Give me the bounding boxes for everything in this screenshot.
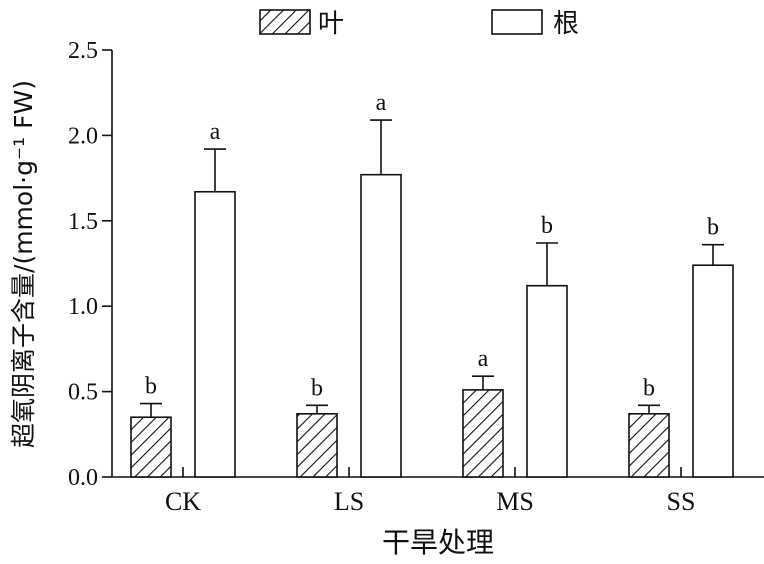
legend-label-root: 根: [553, 9, 579, 39]
significance-label: b: [707, 215, 719, 241]
x-tick-label: MS: [496, 487, 534, 516]
x-axis-label: 干旱处理: [382, 526, 494, 559]
y-tick-label: 0.5: [68, 380, 98, 406]
bar-leaf-ms: [462, 389, 504, 478]
y-tick-label: 0.0: [68, 465, 98, 491]
bar-root-ck: [194, 190, 236, 478]
significance-labels: b b a b a a b b: [145, 90, 719, 401]
x-tick-label: LS: [334, 487, 364, 516]
significance-label: a: [210, 119, 221, 145]
y-tick-label: 2.0: [68, 123, 98, 149]
significance-label: a: [478, 346, 489, 372]
legend: 叶 根: [259, 9, 579, 39]
significance-label: b: [311, 375, 323, 401]
legend-swatch-root: [491, 9, 543, 35]
error-bars: [140, 119, 724, 418]
y-tick-label: 1.5: [68, 209, 98, 235]
x-ticks: CK LS MS SS: [165, 467, 696, 516]
significance-label: b: [643, 375, 655, 401]
legend-swatch-leaf: [259, 9, 311, 35]
bar-leaf-ls: [296, 413, 338, 478]
y-axis-label: 超氧阴离子含量/(mmol·g⁻¹ FW): [9, 80, 38, 448]
bar-root-ss: [692, 264, 734, 478]
y-tick-label: 1.0: [68, 294, 98, 320]
x-tick-label: SS: [667, 487, 696, 516]
significance-label: b: [145, 374, 157, 400]
bar-leaf-ck: [130, 416, 172, 478]
bars: [130, 173, 734, 478]
y-tick-label: 2.5: [68, 38, 98, 64]
significance-label: b: [541, 213, 553, 239]
legend-label-leaf: 叶: [318, 9, 344, 39]
y-ticks: 0.0 0.5 1.0 1.5 2.0 2.5: [68, 38, 112, 491]
bar-root-ls: [360, 173, 402, 478]
x-tick-label: CK: [165, 487, 201, 516]
bar-root-ms: [526, 284, 568, 478]
bar-leaf-ss: [628, 413, 670, 478]
significance-label: a: [376, 90, 387, 116]
